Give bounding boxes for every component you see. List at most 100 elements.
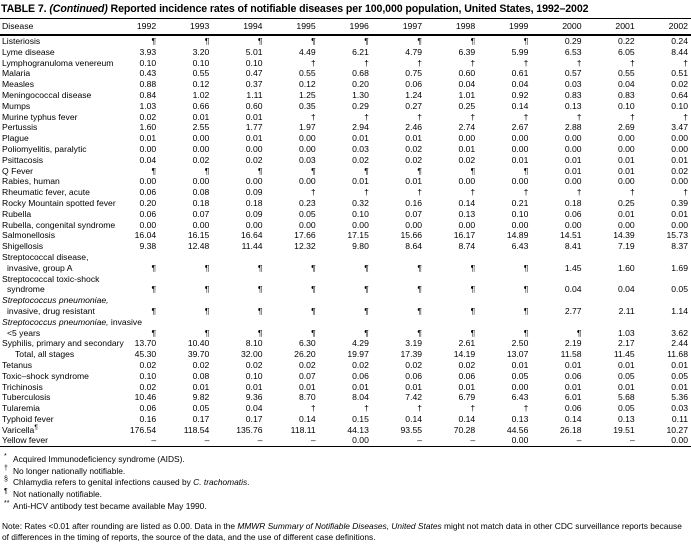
- rate-value: 0.02: [139, 381, 157, 392]
- rate-value: 0.01: [671, 381, 688, 392]
- rate-value: 9.80: [352, 241, 369, 252]
- rate-value: 6.05: [617, 46, 635, 57]
- rate-value: 0.10: [245, 57, 263, 68]
- disease-label: Murine typhus fever: [0, 112, 106, 123]
- rate-value: †: [364, 111, 369, 122]
- table-title-rest: Reported incidence rates of notifiable d…: [107, 3, 589, 15]
- rate-value: 5.36: [671, 392, 688, 403]
- rate-value: 2.77: [564, 305, 582, 316]
- rate-value: 13.07: [506, 349, 529, 360]
- table-row: Varicella¶ 176.54 118.54 135.76 118.11 44.13 9…: [0, 424, 691, 436]
- rate-value: 14.51: [560, 230, 582, 241]
- rate-value: 0.01: [405, 381, 423, 392]
- rate-value: 19.51: [613, 424, 635, 435]
- table-row: Psittacosis 0.04 0.02 0.02 0.03 0.02 0.02 0.02 0…: [0, 155, 691, 166]
- text-part: syndrome: [7, 284, 45, 295]
- text-part: Measles: [2, 79, 34, 90]
- rate-value: ¶: [204, 165, 210, 176]
- rate-value: ¶: [311, 165, 316, 176]
- rate-value: 2.50: [511, 338, 529, 349]
- rate-value: 1.24: [405, 89, 423, 100]
- disease-label: Rubella: [0, 209, 106, 220]
- rate-value: †: [523, 57, 529, 68]
- text-part: C. trachomatis: [193, 477, 248, 488]
- text-part: invasive, drug resistant: [7, 305, 95, 316]
- disease-label: Yellow fever: [0, 435, 106, 446]
- rate-value: 0.01: [405, 176, 423, 187]
- text-part: .: [247, 477, 250, 488]
- table-row: Total, all stages 45.30 39.70 32.00 26.20 19.…: [0, 349, 691, 360]
- rate-value: 0.14: [511, 100, 529, 111]
- table-row: Rheumatic fever, acute 0.06 0.08 0.09 † † † † † †…: [0, 187, 691, 198]
- rate-value: 0.00: [298, 219, 316, 230]
- table-row: Yellow fever – – – – 0.00 – – 0.00 – – 0.00: [0, 435, 691, 446]
- rate-value: 9.38: [139, 241, 157, 252]
- rate-value: 1.60: [139, 122, 157, 133]
- rate-value: 0.00: [139, 176, 157, 187]
- rate-value: 44.56: [506, 424, 529, 435]
- table-row: Typhoid fever 0.16 0.17 0.17 0.14 0.15 0.14 0.1…: [0, 414, 691, 425]
- disease-label: Varicella¶: [0, 424, 106, 436]
- column-header-year: 1997: [371, 18, 426, 36]
- disease-label: Shigellosis: [0, 241, 106, 252]
- rate-value: 0.06: [139, 187, 157, 198]
- rate-value: 1.45: [564, 262, 582, 273]
- disease-label: Tuberculosis: [0, 392, 106, 403]
- rate-value: 0.12: [298, 79, 316, 90]
- rate-value: 0.00: [352, 435, 369, 446]
- rate-value: 0.21: [511, 197, 529, 208]
- rate-value: 0.43: [139, 68, 157, 79]
- rate-value: 0.06: [564, 370, 582, 381]
- text-part: Poliomyelitis, paralytic: [2, 143, 87, 154]
- rate-value: 0.01: [352, 381, 369, 392]
- rate-value: 0.00: [671, 435, 688, 446]
- disease-label: Rabies, human: [0, 176, 106, 187]
- rate-value: †: [629, 111, 635, 122]
- column-header-year: 1996: [318, 18, 372, 36]
- table-row: Listeriosis ¶ ¶ ¶ ¶ ¶ ¶ ¶ ¶ 0.29 0.22 0.24: [0, 35, 691, 47]
- note-paragraph: Note: Rates <0.01 after rounding are lis…: [0, 521, 691, 543]
- rate-value: †: [417, 403, 423, 414]
- rate-value: 0.02: [298, 359, 316, 370]
- disease-label: Rubella, congenital syndrome: [0, 220, 115, 231]
- rate-value: 0.01: [511, 154, 529, 165]
- table-row: Rubella 0.06 0.07 0.09 0.05 0.10 0.07 0.13 0.10 0…: [0, 209, 691, 220]
- rate-value: 0.00: [298, 176, 316, 187]
- rate-value: 0.14: [405, 413, 423, 424]
- rate-value: 0.02: [458, 154, 476, 165]
- rate-value: 0.06: [139, 208, 157, 219]
- rate-value: 8.10: [245, 338, 263, 349]
- rate-value: 0.83: [564, 89, 582, 100]
- rate-value: 0.00: [245, 143, 263, 154]
- text-part: Rocky Mountain spotted fever: [2, 197, 116, 208]
- rate-value: 0.00: [671, 133, 688, 144]
- table-row: Tetanus 0.02 0.02 0.02 0.02 0.02 0.02 0.02 0.01 0…: [0, 360, 691, 371]
- rate-value: 44.13: [347, 424, 369, 435]
- rate-value: 0.04: [245, 403, 263, 414]
- rate-value: 0.06: [139, 403, 157, 414]
- text-part: Lymphogranuloma venereum: [2, 57, 114, 68]
- rate-value: 6.01: [564, 392, 582, 403]
- rate-value: 0.13: [458, 208, 476, 219]
- rate-value: 0.10: [352, 208, 369, 219]
- rate-value: 0.01: [617, 165, 635, 176]
- rate-value: 17.15: [347, 230, 369, 241]
- rate-value: 0.07: [405, 208, 423, 219]
- rate-value: 4.79: [405, 46, 423, 57]
- rate-value: †: [683, 111, 688, 122]
- rate-value: 0.00: [245, 219, 263, 230]
- rate-value: ¶: [470, 262, 476, 273]
- rate-value: 8.04: [352, 392, 369, 403]
- rate-value: 0.00: [298, 143, 316, 154]
- rate-value: 2.67: [511, 122, 529, 133]
- text-part: Typhoid fever: [2, 413, 54, 424]
- rate-value: 0.01: [564, 165, 582, 176]
- rate-value: 8.64: [405, 241, 423, 252]
- rate-value: 0.00: [192, 143, 210, 154]
- table-row: Measles 0.88 0.12 0.37 0.12 0.20 0.06 0.04 0.04 0…: [0, 79, 691, 90]
- rate-value: 0.01: [245, 111, 263, 122]
- rate-value: 0.16: [139, 413, 157, 424]
- text-part: Mumps: [2, 100, 31, 111]
- rate-value: –: [151, 435, 157, 446]
- rate-value: 0.20: [352, 79, 369, 90]
